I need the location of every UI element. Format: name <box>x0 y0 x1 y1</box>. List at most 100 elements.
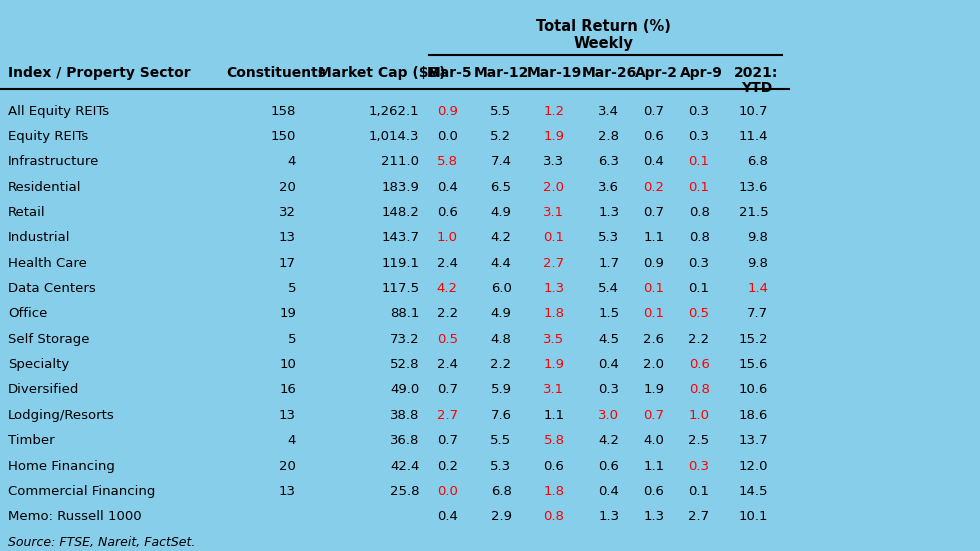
Text: 5.8: 5.8 <box>544 434 564 447</box>
Text: 36.8: 36.8 <box>390 434 419 447</box>
Text: 2.4: 2.4 <box>437 257 458 270</box>
Text: 0.6: 0.6 <box>689 358 710 371</box>
Text: 4.9: 4.9 <box>491 307 512 321</box>
Text: 6.0: 6.0 <box>491 282 512 295</box>
Text: 4.5: 4.5 <box>599 333 619 346</box>
Text: 2021:
YTD: 2021: YTD <box>734 66 779 95</box>
Text: 1,014.3: 1,014.3 <box>368 130 419 143</box>
Text: 6.3: 6.3 <box>599 155 619 169</box>
Text: 3.5: 3.5 <box>543 333 564 346</box>
Text: 10.6: 10.6 <box>739 383 768 397</box>
Text: 0.7: 0.7 <box>437 383 458 397</box>
Text: 0.8: 0.8 <box>689 231 710 245</box>
Text: 1.4: 1.4 <box>748 282 768 295</box>
Text: Mar-12: Mar-12 <box>474 66 529 80</box>
Text: 0.7: 0.7 <box>644 206 664 219</box>
Text: 49.0: 49.0 <box>390 383 419 397</box>
Text: 4: 4 <box>287 155 296 169</box>
Text: 52.8: 52.8 <box>390 358 419 371</box>
Text: 17: 17 <box>279 257 296 270</box>
Text: 1.3: 1.3 <box>598 206 619 219</box>
Text: 4.9: 4.9 <box>491 206 512 219</box>
Text: 0.1: 0.1 <box>689 155 710 169</box>
Text: 12.0: 12.0 <box>739 460 768 473</box>
Text: 119.1: 119.1 <box>381 257 419 270</box>
Text: 150: 150 <box>270 130 296 143</box>
Text: 19: 19 <box>279 307 296 321</box>
Text: Market Cap ($B): Market Cap ($B) <box>318 66 446 80</box>
Text: 13: 13 <box>279 485 296 498</box>
Text: 2.7: 2.7 <box>436 409 458 422</box>
Text: Self Storage: Self Storage <box>8 333 89 346</box>
Text: 0.5: 0.5 <box>437 333 458 346</box>
Text: 3.1: 3.1 <box>543 206 564 219</box>
Text: 13: 13 <box>279 231 296 245</box>
Text: 2.4: 2.4 <box>437 358 458 371</box>
Text: 10: 10 <box>279 358 296 371</box>
Text: 0.2: 0.2 <box>437 460 458 473</box>
Text: 1.5: 1.5 <box>598 307 619 321</box>
Text: 1.8: 1.8 <box>544 307 564 321</box>
Text: 0.5: 0.5 <box>689 307 710 321</box>
Text: 0.9: 0.9 <box>437 105 458 118</box>
Text: 9.8: 9.8 <box>748 257 768 270</box>
Text: 5.2: 5.2 <box>490 130 512 143</box>
Text: Diversified: Diversified <box>8 383 79 397</box>
Text: 0.1: 0.1 <box>644 307 664 321</box>
Text: 2.2: 2.2 <box>688 333 710 346</box>
Text: 2.7: 2.7 <box>688 510 710 523</box>
Text: 4.2: 4.2 <box>437 282 458 295</box>
Text: 2.2: 2.2 <box>490 358 512 371</box>
Text: 20: 20 <box>279 460 296 473</box>
Text: 5: 5 <box>287 333 296 346</box>
Text: 13.7: 13.7 <box>739 434 768 447</box>
Text: 20: 20 <box>279 181 296 194</box>
Text: 0.1: 0.1 <box>544 231 564 245</box>
Text: 143.7: 143.7 <box>381 231 419 245</box>
Text: 1.3: 1.3 <box>643 510 664 523</box>
Text: Apr-2: Apr-2 <box>635 66 678 80</box>
Text: 15.6: 15.6 <box>739 358 768 371</box>
Text: 3.3: 3.3 <box>543 155 564 169</box>
Text: 10.1: 10.1 <box>739 510 768 523</box>
Text: 5.4: 5.4 <box>599 282 619 295</box>
Text: 0.7: 0.7 <box>644 409 664 422</box>
Text: 5.5: 5.5 <box>490 105 512 118</box>
Text: Office: Office <box>8 307 47 321</box>
Text: 0.4: 0.4 <box>437 510 458 523</box>
Text: 13.6: 13.6 <box>739 181 768 194</box>
Text: 15.2: 15.2 <box>739 333 768 346</box>
Text: 2.0: 2.0 <box>644 358 664 371</box>
Text: 2.7: 2.7 <box>543 257 564 270</box>
Text: 2.6: 2.6 <box>644 333 664 346</box>
Text: 1.9: 1.9 <box>644 383 664 397</box>
Text: 0.1: 0.1 <box>689 485 710 498</box>
Text: 1.3: 1.3 <box>598 510 619 523</box>
Text: 1.0: 1.0 <box>689 409 710 422</box>
Text: 73.2: 73.2 <box>390 333 419 346</box>
Text: 0.6: 0.6 <box>437 206 458 219</box>
Text: 0.7: 0.7 <box>644 105 664 118</box>
Text: Source: FTSE, Nareit, FactSet.: Source: FTSE, Nareit, FactSet. <box>8 536 195 549</box>
Text: Specialty: Specialty <box>8 358 69 371</box>
Text: Lodging/Resorts: Lodging/Resorts <box>8 409 115 422</box>
Text: Mar-26: Mar-26 <box>582 66 637 80</box>
Text: 0.4: 0.4 <box>599 485 619 498</box>
Text: 1.1: 1.1 <box>643 231 664 245</box>
Text: 4: 4 <box>287 434 296 447</box>
Text: 9.8: 9.8 <box>748 231 768 245</box>
Text: Retail: Retail <box>8 206 45 219</box>
Text: 211.0: 211.0 <box>381 155 419 169</box>
Text: 3.1: 3.1 <box>543 383 564 397</box>
Text: 1.0: 1.0 <box>437 231 458 245</box>
Text: Infrastructure: Infrastructure <box>8 155 99 169</box>
Text: Weekly: Weekly <box>573 36 634 51</box>
Text: 2.0: 2.0 <box>544 181 564 194</box>
Text: 0.1: 0.1 <box>689 282 710 295</box>
Text: 3.4: 3.4 <box>599 105 619 118</box>
Text: 0.8: 0.8 <box>689 383 710 397</box>
Text: 0.4: 0.4 <box>437 181 458 194</box>
Text: 42.4: 42.4 <box>390 460 419 473</box>
Text: 4.0: 4.0 <box>644 434 664 447</box>
Text: Equity REITs: Equity REITs <box>8 130 88 143</box>
